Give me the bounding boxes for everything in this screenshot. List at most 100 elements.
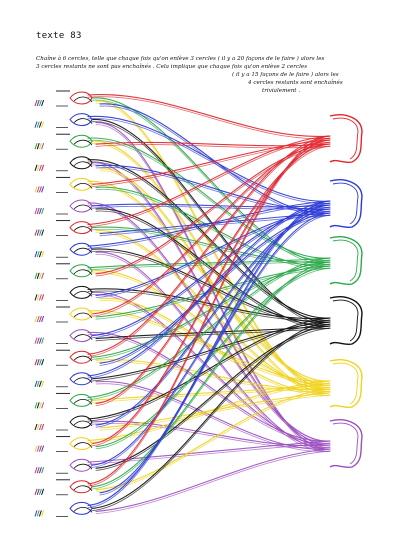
- knot-loop: [73, 420, 93, 427]
- knot-loop: [73, 334, 93, 340]
- chain-strand: [95, 167, 331, 213]
- knot-loop: [73, 507, 93, 513]
- chain-strand: [87, 137, 331, 228]
- knot-loop: [73, 485, 93, 492]
- color-ticks: [34, 186, 45, 193]
- chain-strand: [91, 206, 331, 339]
- knot-loop: [73, 247, 93, 254]
- ring-outline: [332, 117, 359, 160]
- knot-loop: [69, 134, 93, 148]
- knot-loop: [69, 199, 93, 213]
- knot-loop: [73, 355, 93, 362]
- knot-loop: [69, 480, 93, 494]
- chain-strand: [99, 394, 331, 431]
- chain-strand: [87, 183, 331, 384]
- knot-loop: [73, 161, 93, 168]
- handwritten-line-5: trivialement .: [262, 88, 301, 94]
- chain-strand: [99, 103, 331, 214]
- chain-strand: [91, 228, 331, 266]
- knot-loop: [69, 329, 93, 343]
- chain-strand: [87, 135, 331, 485]
- knot-loop: [69, 113, 93, 127]
- chain-strand: [91, 141, 331, 447]
- chain-strand: [91, 272, 331, 388]
- color-ticks: [34, 207, 45, 215]
- chain-strand: [87, 137, 331, 357]
- knot-loop: [73, 399, 93, 405]
- chain-strand: [91, 119, 331, 323]
- knot-loop: [73, 118, 93, 124]
- knot-loop: [69, 242, 93, 256]
- chain-strand: [87, 310, 331, 382]
- chain-strand: [87, 180, 331, 382]
- chain-strand: [91, 321, 331, 509]
- color-ticks: [34, 251, 45, 258]
- color-ticks: [34, 121, 45, 128]
- chain-strand: [95, 361, 331, 393]
- document-label: texte 83: [36, 31, 82, 41]
- knot-loop: [69, 91, 93, 105]
- chain-strand: [87, 202, 331, 442]
- handwritten-line-1: Chaîne à 6 cercles, telle que chaque foi…: [36, 56, 325, 62]
- knot-loop: [73, 183, 93, 189]
- color-ticks: [34, 402, 45, 409]
- chain-strand: [87, 440, 331, 463]
- color-ticks: [34, 467, 45, 474]
- knot-loop: [73, 204, 93, 211]
- chain-strand: [87, 202, 331, 379]
- knot-loop: [73, 312, 93, 319]
- chain-strand: [95, 327, 331, 471]
- chain-strand: [99, 212, 331, 364]
- chain-strand: [87, 135, 331, 355]
- handwritten-line-2: 3 cercles restants ne sont pas enchaînés…: [36, 64, 308, 70]
- chain-strand: [87, 312, 331, 384]
- knot-loop: [73, 442, 93, 448]
- chain-strand: [99, 105, 331, 216]
- color-ticks: [34, 315, 45, 323]
- color-ticks: [34, 229, 45, 236]
- chain-strand: [87, 204, 331, 444]
- knot-loop: [69, 393, 93, 407]
- chain-strand: [91, 261, 331, 488]
- chain-strand: [87, 93, 331, 138]
- knot-loop: [69, 415, 93, 429]
- chain-strand: [87, 257, 331, 269]
- knot-loop: [69, 350, 93, 364]
- chain-strand: [99, 214, 331, 496]
- color-ticks: [34, 99, 45, 107]
- chain-strand: [87, 96, 331, 140]
- ring-outline: [329, 296, 363, 346]
- chain-strand: [91, 263, 331, 490]
- color-ticks: [34, 164, 45, 171]
- ring-outline: [332, 362, 359, 405]
- knot-loop: [69, 437, 93, 451]
- chain-strand: [95, 210, 331, 428]
- color-ticks: [34, 143, 45, 150]
- color-ticks: [34, 380, 45, 387]
- color-ticks: [34, 423, 45, 431]
- chain-strand: [91, 141, 331, 187]
- chain-strand: [87, 137, 331, 487]
- color-ticks: [34, 510, 45, 517]
- chain-strand: [95, 448, 331, 512]
- color-ticks: [34, 337, 45, 344]
- chain-strand: [87, 200, 331, 247]
- chain-strand: [87, 317, 331, 420]
- chain-strand: [87, 332, 331, 442]
- handwritten-line-3: ( il y a 15 façons de le faire ) alors l…: [232, 72, 339, 78]
- ring-outline: [329, 236, 363, 286]
- knot-loop: [69, 221, 93, 235]
- chain-strand: [95, 388, 331, 491]
- chain-strand: [91, 205, 331, 210]
- chain-strand: [87, 116, 331, 202]
- chain-strand: [91, 226, 331, 264]
- chain-strand: [87, 334, 331, 444]
- knot-loop: [73, 291, 93, 297]
- ring-outline: [329, 419, 363, 469]
- ring-outline: [332, 182, 359, 225]
- color-ticks: [34, 445, 45, 452]
- color-ticks: [34, 488, 45, 495]
- chain-strand: [87, 319, 331, 422]
